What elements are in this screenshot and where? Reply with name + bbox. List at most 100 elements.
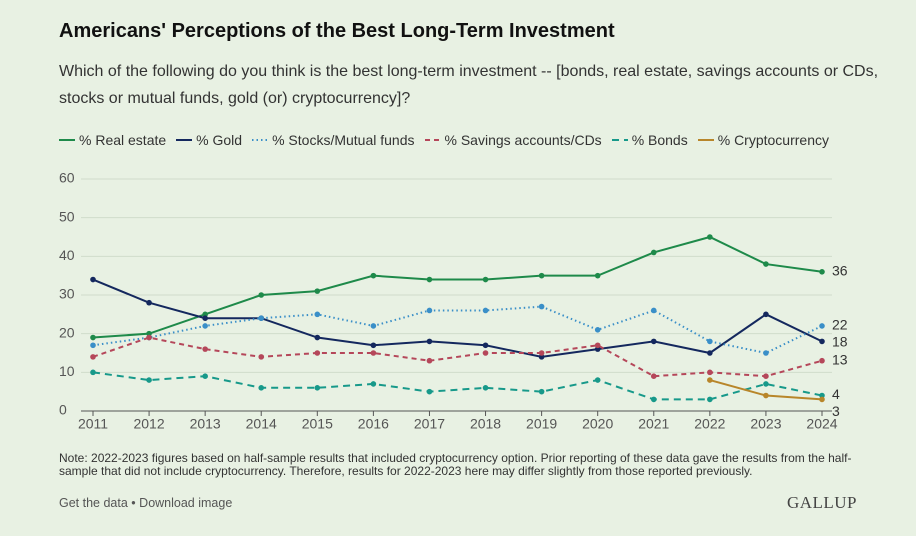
x-tick-label: 2020 — [582, 416, 613, 432]
legend-label: % Gold — [196, 132, 243, 148]
legend-label: % Bonds — [631, 132, 688, 148]
brand: GALLUP — [786, 493, 857, 512]
point — [90, 342, 96, 349]
point — [146, 334, 152, 341]
point — [819, 396, 825, 403]
point — [707, 396, 713, 403]
point — [594, 342, 601, 349]
legend-swatch — [176, 139, 193, 141]
point — [650, 338, 657, 345]
point — [370, 323, 377, 329]
point — [482, 385, 489, 391]
y-tick-label: 30 — [59, 286, 75, 302]
point — [258, 315, 265, 322]
point — [538, 303, 545, 310]
point — [146, 299, 152, 306]
y-tick-label: 10 — [59, 363, 75, 379]
point — [258, 354, 265, 360]
point — [202, 311, 208, 318]
chart-title: Americans' Perceptions of the Best Long-… — [59, 20, 615, 42]
legend-item: % Gold — [176, 132, 242, 148]
end-label: 13 — [832, 351, 848, 367]
point — [538, 388, 545, 395]
legend-swatch — [424, 139, 441, 141]
series — [90, 276, 825, 360]
line — [92, 278, 823, 358]
y-tick-label: 50 — [59, 208, 75, 224]
y-tick-label: 40 — [59, 247, 75, 263]
point — [538, 350, 545, 356]
point — [482, 307, 489, 314]
legend-label: % Real estate — [79, 132, 167, 148]
point — [538, 354, 545, 360]
note: Note: 2022-2023 figures based on half-sa… — [59, 451, 852, 478]
line — [92, 336, 823, 378]
point — [707, 369, 713, 376]
point — [314, 385, 321, 391]
x-tick-label: 2021 — [638, 416, 669, 432]
point — [314, 311, 321, 318]
point — [707, 377, 713, 383]
legend-label: % Stocks/Mutual funds — [272, 132, 415, 148]
point — [819, 357, 825, 364]
legend-label: % Cryptocurrency — [717, 132, 829, 148]
x-tick-label: 2013 — [190, 416, 221, 432]
point — [650, 373, 657, 380]
point — [482, 276, 489, 283]
y-tick-label: 0 — [59, 402, 67, 418]
legend-item: % Cryptocurrency — [697, 132, 829, 148]
point — [426, 307, 433, 314]
point — [426, 357, 433, 364]
point — [314, 288, 321, 294]
legend-item: % Stocks/Mutual funds — [252, 132, 415, 148]
separator: • — [131, 496, 136, 510]
point — [482, 350, 489, 356]
point — [594, 327, 601, 333]
end-label: 18 — [832, 334, 848, 350]
x-tick-label: 2011 — [78, 416, 108, 432]
legend-swatch — [59, 139, 75, 141]
x-tick-label: 2012 — [133, 416, 164, 432]
point — [594, 346, 601, 352]
point — [763, 261, 769, 267]
point — [258, 385, 265, 391]
point — [426, 276, 433, 283]
point — [90, 334, 96, 341]
point — [650, 307, 657, 314]
point — [763, 311, 769, 318]
point — [763, 350, 769, 356]
x-tick-label: 2014 — [246, 416, 277, 432]
series — [90, 334, 825, 380]
point — [90, 276, 96, 283]
y-tick-label: 20 — [59, 324, 75, 340]
end-label: 22 — [832, 317, 848, 333]
point — [314, 334, 321, 341]
legend-swatch — [697, 139, 714, 141]
y-tick-label: 60 — [59, 170, 75, 186]
point — [650, 396, 657, 403]
line — [92, 305, 823, 355]
link[interactable]: Download image — [139, 496, 233, 510]
link[interactable]: Get the data — [59, 496, 128, 510]
point — [426, 388, 433, 395]
point — [146, 330, 152, 337]
x-tick-label: 2018 — [470, 416, 501, 432]
point — [594, 272, 601, 279]
point — [314, 350, 321, 356]
point — [90, 354, 96, 360]
point — [707, 338, 713, 345]
point — [202, 315, 208, 322]
line — [92, 371, 823, 401]
point — [650, 249, 657, 256]
point — [426, 338, 433, 345]
footer: Get the data • Download image — [59, 496, 232, 510]
x-tick-label: 2023 — [750, 416, 781, 432]
point — [763, 392, 769, 399]
chart: 0 10 20 30 40 50 60 2011 2012 2013 2014 2015 2016 201… — [59, 170, 848, 432]
legend-item: % Real estate — [59, 132, 166, 148]
point — [370, 381, 377, 387]
chart-subtitle: Which of the following do you think is t… — [59, 63, 879, 107]
x-tick-label: 2015 — [302, 416, 333, 432]
x-tick-label: 2022 — [694, 416, 725, 432]
